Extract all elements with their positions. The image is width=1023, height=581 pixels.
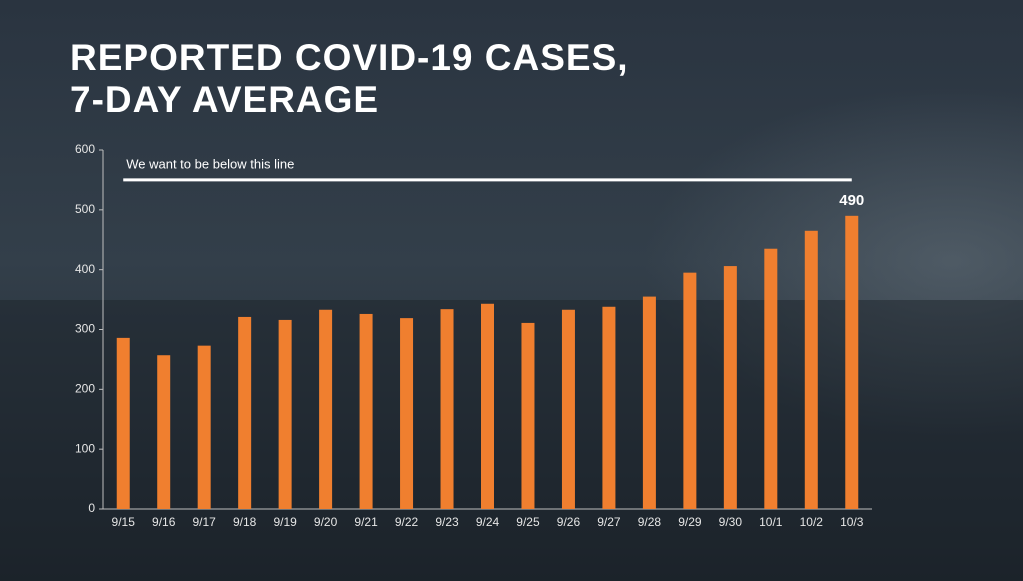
bar (400, 318, 414, 509)
bar (197, 345, 211, 509)
chart-title: 7-DAY AVERAGE (70, 79, 379, 120)
bar (642, 296, 656, 509)
x-tick-label: 9/22 (395, 515, 419, 529)
x-tick-label: 9/18 (233, 515, 257, 529)
x-tick-label: 9/25 (516, 515, 540, 529)
bar (845, 215, 859, 510)
bar (359, 313, 373, 509)
x-tick-label: 9/24 (476, 515, 500, 529)
bar (319, 309, 333, 509)
reference-label: We want to be below this line (126, 156, 294, 171)
x-tick-label: 9/19 (273, 515, 297, 529)
x-tick-label: 9/26 (557, 515, 581, 529)
x-tick-label: 9/17 (193, 515, 217, 529)
x-tick-label: 9/30 (719, 515, 743, 529)
bar (440, 309, 454, 509)
y-tick-label: 600 (75, 142, 95, 156)
x-tick-label: 10/3 (840, 515, 864, 529)
bar (521, 322, 535, 509)
bar (481, 303, 494, 509)
x-tick-label: 9/16 (152, 515, 176, 529)
x-tick-label: 9/27 (597, 515, 621, 529)
bar (683, 272, 697, 509)
bar (602, 306, 616, 509)
x-tick-label: 9/23 (435, 515, 459, 529)
bar (561, 309, 575, 509)
background-pier (0, 300, 1023, 581)
bar (804, 230, 818, 509)
x-tick-label: 9/20 (314, 515, 338, 529)
y-tick-label: 0 (88, 501, 95, 515)
y-tick-label: 200 (75, 382, 95, 396)
y-tick-label: 500 (75, 202, 95, 216)
bar (723, 266, 737, 509)
x-tick-label: 9/21 (354, 515, 378, 529)
y-tick-label: 100 (75, 441, 95, 455)
y-tick-label: 300 (75, 322, 95, 336)
bar (157, 355, 171, 509)
x-tick-label: 9/29 (678, 515, 702, 529)
x-tick-label: 10/2 (800, 515, 824, 529)
chart-title: REPORTED COVID-19 CASES, (70, 37, 629, 78)
x-tick-label: 10/1 (759, 515, 783, 529)
bar (116, 337, 130, 509)
y-tick-label: 400 (75, 262, 95, 276)
bar (238, 316, 252, 509)
data-label: 490 (839, 192, 864, 209)
x-tick-label: 9/28 (638, 515, 662, 529)
bar (278, 319, 292, 509)
bar (764, 248, 778, 509)
x-tick-label: 9/15 (112, 515, 136, 529)
